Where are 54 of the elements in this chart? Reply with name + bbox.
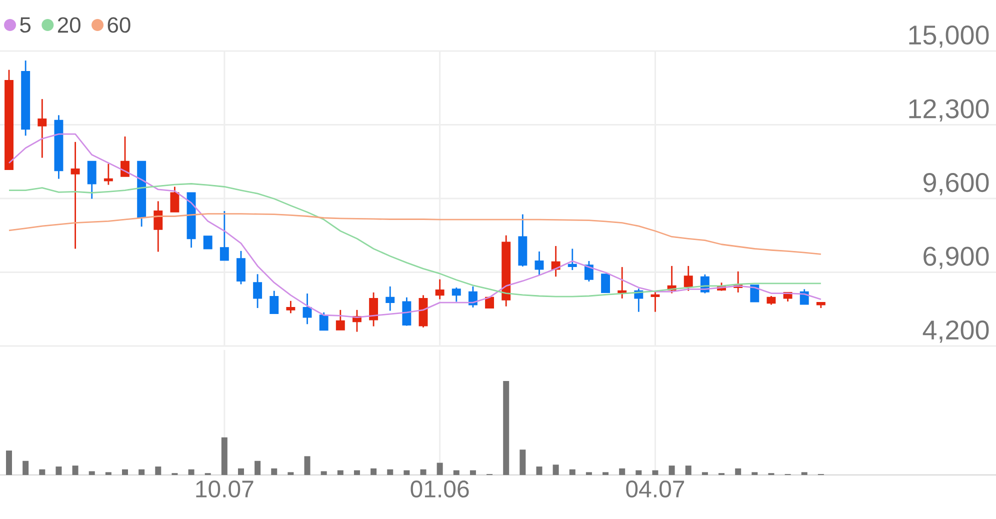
bar — [304, 456, 310, 475]
y-tick-label: 15,000 — [909, 25, 989, 48]
legend-label: 5 — [20, 17, 31, 33]
bar — [436, 462, 443, 475]
bar — [122, 469, 128, 475]
bar — [801, 472, 808, 475]
legend-label: 20 — [58, 17, 80, 33]
x-tick-label: 10.07 — [196, 480, 254, 498]
bar — [288, 472, 294, 475]
bar — [6, 450, 12, 475]
bar — [370, 468, 377, 475]
bar — [337, 470, 344, 475]
bar — [602, 472, 609, 475]
bar — [586, 472, 592, 475]
bar — [254, 460, 261, 475]
bar — [320, 471, 327, 475]
bar — [569, 469, 576, 475]
bar — [188, 469, 194, 475]
bar — [652, 470, 658, 475]
bar — [354, 470, 360, 475]
bar — [619, 468, 626, 475]
bar — [552, 464, 559, 475]
bar — [420, 469, 426, 475]
x-tick-label: 01.06 — [410, 480, 469, 498]
bar — [404, 470, 410, 475]
bar — [221, 437, 228, 475]
bar — [39, 469, 46, 475]
legend-label: 60 — [108, 17, 130, 33]
bar — [735, 468, 742, 475]
bar — [238, 468, 244, 475]
bar — [56, 466, 62, 475]
bar — [685, 466, 692, 475]
bar — [636, 470, 642, 475]
bar — [88, 471, 95, 475]
bar — [503, 380, 510, 475]
bar — [520, 450, 526, 475]
bar — [702, 472, 708, 475]
bar — [138, 469, 145, 475]
x-tick-label: 04.07 — [626, 480, 684, 498]
y-tick-label: 12,300 — [909, 99, 989, 122]
bar — [470, 470, 476, 475]
bar — [387, 469, 394, 475]
bar — [453, 470, 460, 475]
bar — [155, 466, 162, 475]
bar — [105, 472, 112, 475]
y-tick-label: 9,600 — [924, 172, 989, 196]
bar — [752, 472, 758, 475]
bar — [668, 466, 675, 475]
bar — [72, 466, 78, 475]
bar — [536, 466, 542, 475]
bar — [271, 468, 278, 475]
y-tick-label: 4,200 — [922, 320, 989, 343]
y-tick-label: 6,900 — [924, 246, 989, 270]
bar — [22, 460, 29, 475]
